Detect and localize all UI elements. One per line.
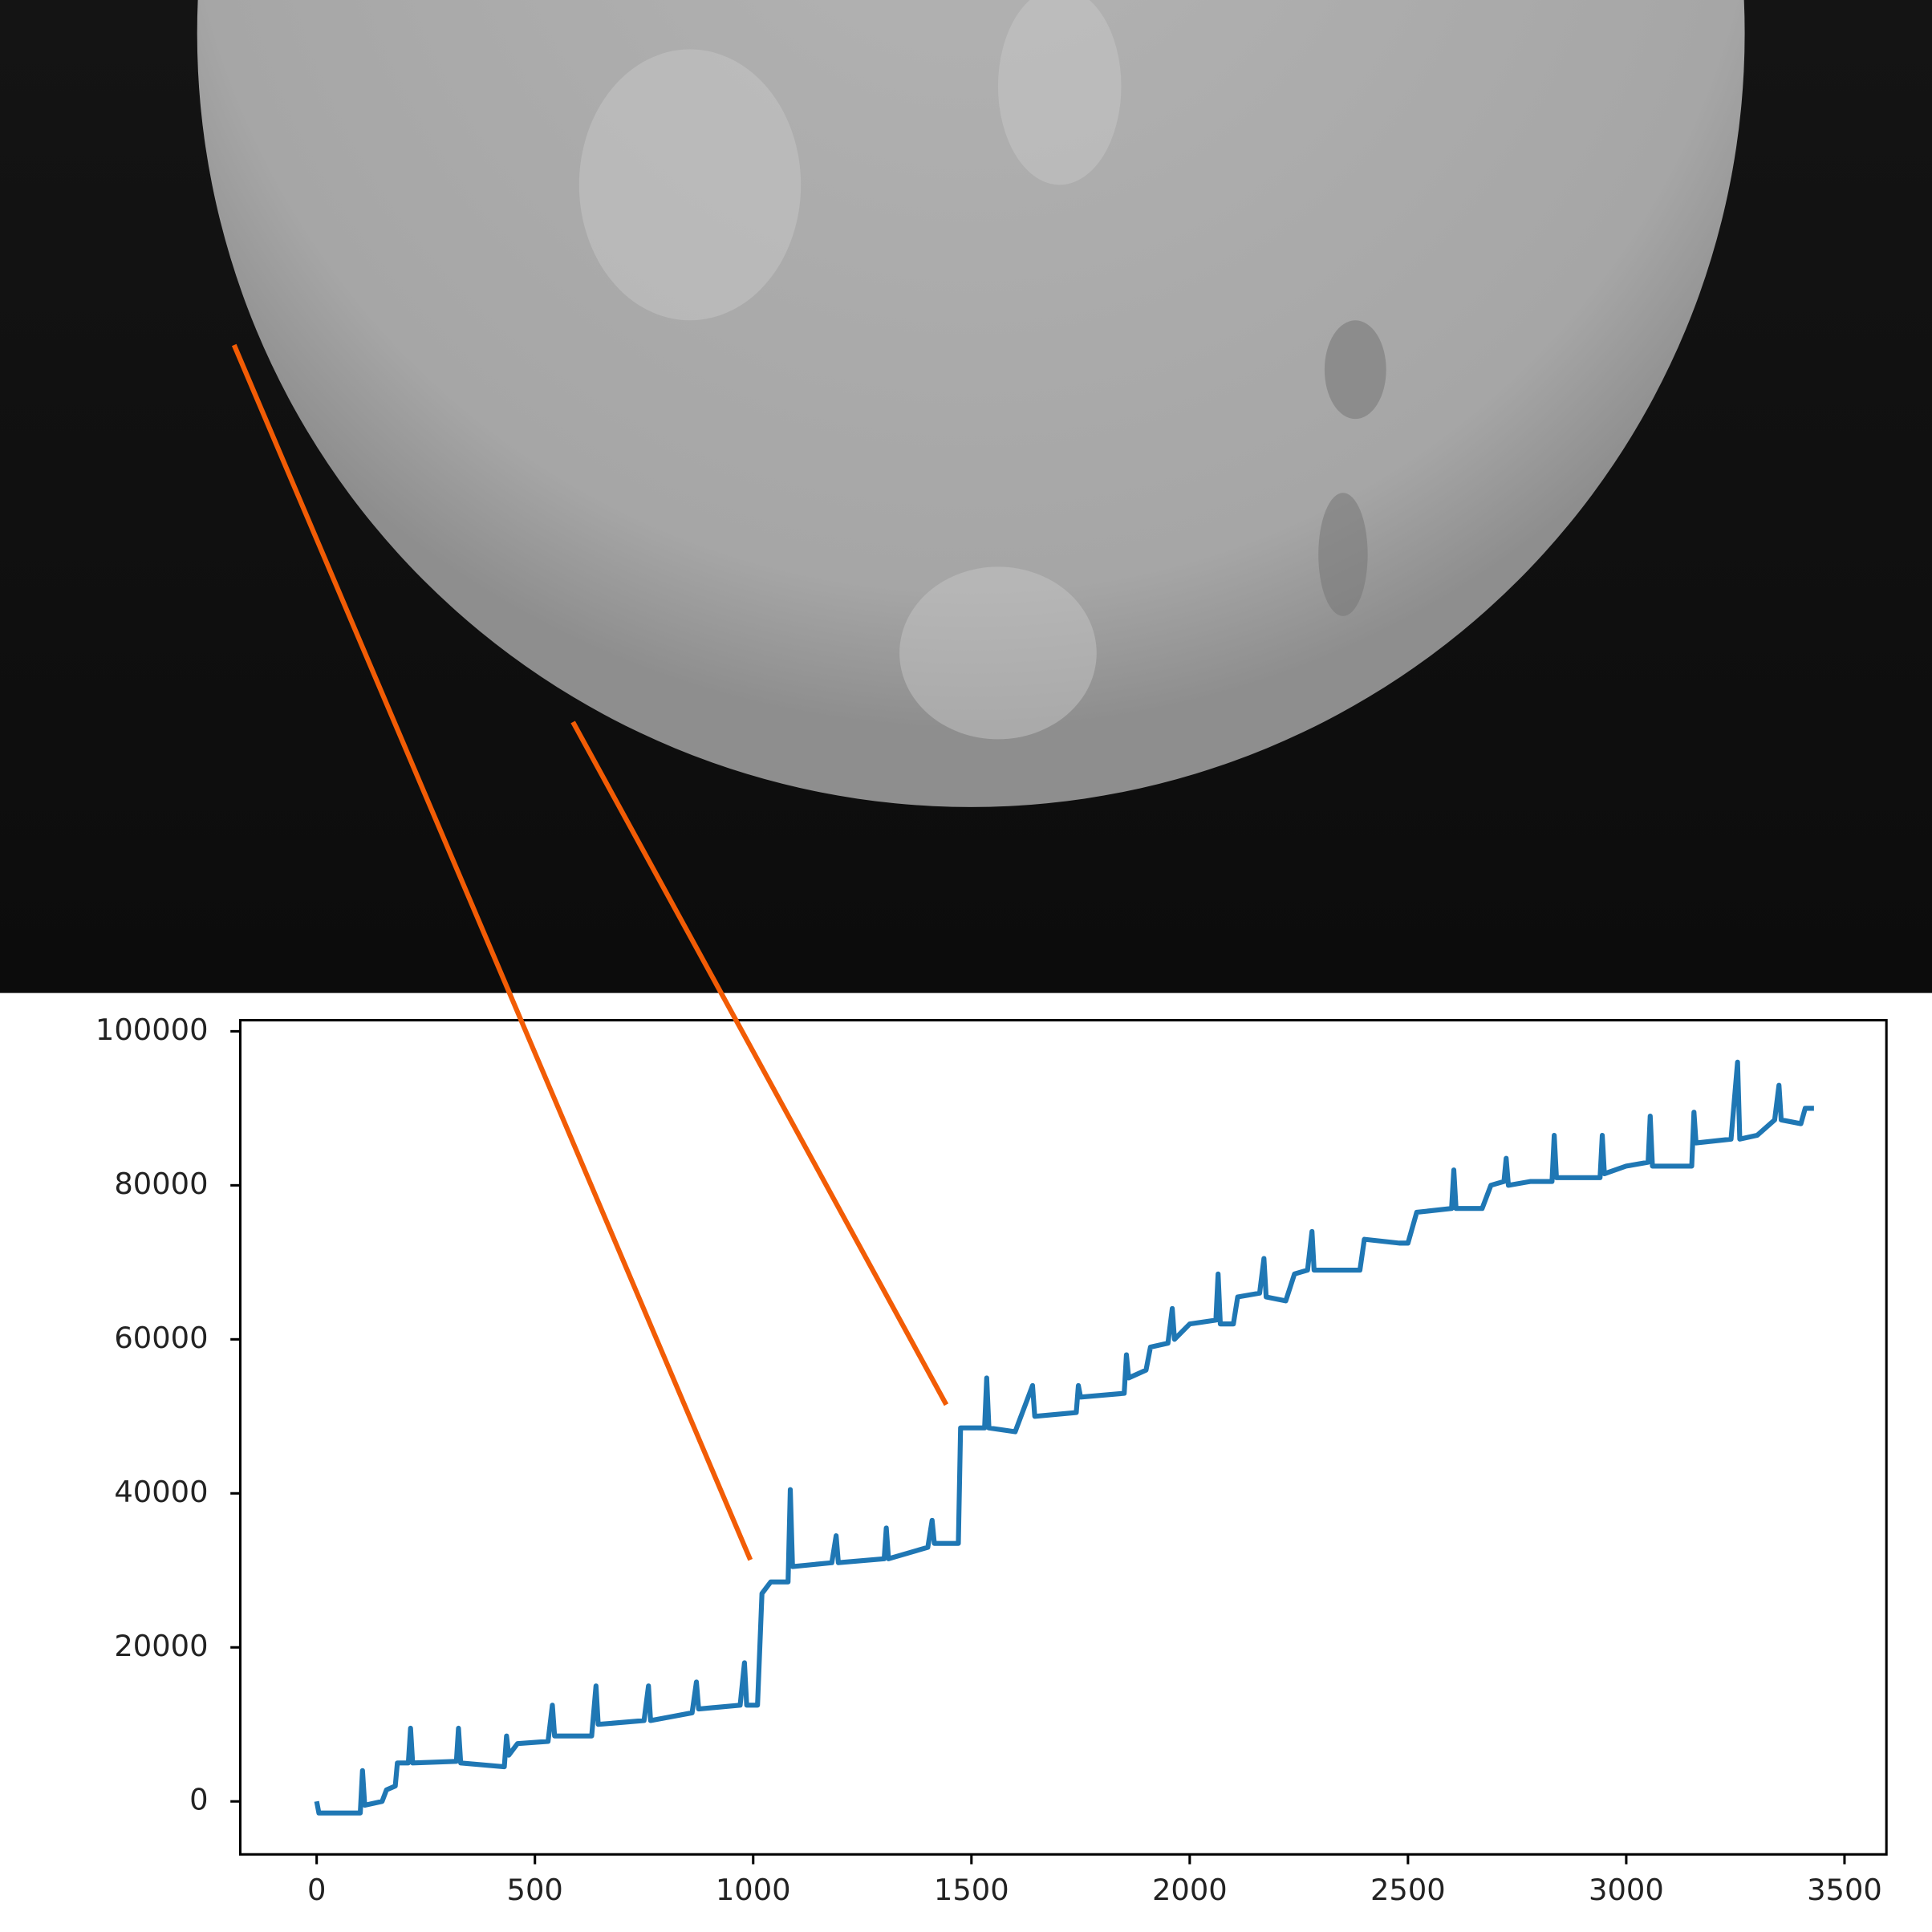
x-tick-label: 2500 <box>1370 1873 1446 1907</box>
x-tick-label: 3000 <box>1589 1873 1664 1907</box>
data-line <box>314 1059 1814 1816</box>
annotation-line <box>231 343 753 1561</box>
x-tick-label: 500 <box>507 1873 563 1907</box>
y-tick-label: 40000 <box>114 1475 208 1509</box>
x-tick-label: 2000 <box>1152 1873 1228 1907</box>
y-tick-label: 60000 <box>114 1321 208 1355</box>
x-tick-label: 1000 <box>716 1873 791 1907</box>
x-tick-label: 0 <box>307 1873 326 1907</box>
x-tick-label: 3500 <box>1807 1873 1882 1907</box>
x-tick-label: 1500 <box>934 1873 1009 1907</box>
y-tick-label: 0 <box>189 1783 208 1817</box>
annotation-line <box>570 720 949 1406</box>
y-tick-label: 100000 <box>95 1013 209 1047</box>
y-tick-label: 80000 <box>114 1167 208 1201</box>
plot-frame <box>238 1019 1888 1856</box>
y-tick-label: 20000 <box>114 1629 208 1663</box>
plot: 0 500 1000 1500 2000 2500 3000 3500 0 20000 40000 6… <box>95 1013 1882 1907</box>
solar-image <box>0 0 1932 993</box>
